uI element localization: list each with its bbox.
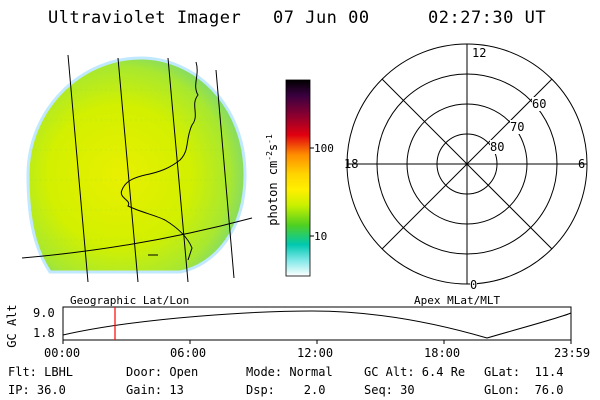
- altitude-curve: [62, 310, 572, 339]
- info-mode: Mode: Normal: [246, 365, 333, 379]
- colorbar-unit-s: s: [266, 143, 280, 152]
- geographic-label: Geographic Lat/Lon: [70, 294, 190, 307]
- info-glon: GLon: 76.0: [484, 383, 564, 397]
- lat-label-60: 60: [532, 97, 547, 111]
- colorbar-label-10: 10: [314, 230, 328, 243]
- apex-label: Apex MLat/MLT: [414, 294, 501, 307]
- timeline-tick-0000: 00:00: [44, 346, 81, 360]
- observation-date: 07 Jun 00: [273, 8, 370, 28]
- timeline-y-top: 9.0: [33, 306, 55, 320]
- timeline-tick-2359: 23:59: [554, 346, 591, 360]
- mlt-label-12: 12: [472, 46, 487, 60]
- polar-plot: [346, 43, 588, 285]
- timeline-tick-0600: 06:00: [170, 346, 207, 360]
- colorbar: [285, 79, 314, 277]
- observation-time: 02:27:30 UT: [428, 8, 547, 28]
- colorbar-unit: photon cm-2s-1: [265, 115, 280, 245]
- altitude-plot: [62, 306, 572, 344]
- meridian-lines: [21, 54, 253, 283]
- info-glat: GLat: 11.4: [484, 365, 564, 379]
- info-door: Door: Open: [126, 365, 199, 379]
- info-filter: Flt: LBHL: [8, 365, 74, 379]
- colorbar-unit-exp2: -1: [265, 134, 274, 144]
- info-ip: IP: 36.0: [8, 383, 66, 397]
- timeline-tick-1800: 18:00: [424, 346, 461, 360]
- colorbar-unit-text: photon cm: [266, 160, 280, 226]
- lat-label-80: 80: [490, 140, 505, 154]
- timeline-y-bottom: 1.8: [33, 326, 55, 340]
- colorbar-unit-exp1: -2: [265, 151, 274, 161]
- info-gc-alt: GC Alt: 6.4 Re: [364, 365, 466, 379]
- polar-diagonal-2: [381, 78, 553, 250]
- colorbar-gradient: [285, 79, 311, 277]
- instrument-title: Ultraviolet Imager: [48, 8, 242, 28]
- mlt-label-6: 6: [578, 157, 586, 171]
- info-gain: Gain: 13: [126, 383, 184, 397]
- timeline-axis-label: GC Alt: [5, 304, 19, 348]
- mlt-label-0: 0: [470, 278, 478, 292]
- info-seq: Seq: 30: [364, 383, 415, 397]
- coastline: [120, 61, 199, 261]
- timeline-ticks: [62, 340, 572, 344]
- timeline-tick-1200: 12:00: [297, 346, 334, 360]
- lat-label-70: 70: [510, 120, 525, 134]
- mlt-label-18: 18: [344, 157, 359, 171]
- colorbar-label-100: 100: [314, 142, 334, 155]
- texture-overlay: [30, 89, 245, 241]
- earth-image: [21, 54, 253, 283]
- info-dsp: Dsp: 2.0: [246, 383, 326, 397]
- altitude-plot-frame: [62, 306, 572, 341]
